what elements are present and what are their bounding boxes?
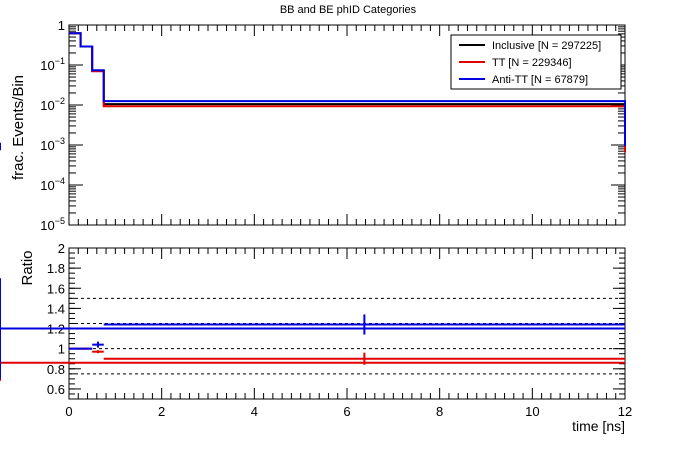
y-tick-label: 10−1 [40,56,65,73]
ratio-y-tick-label: 1.8 [47,261,65,276]
y-tick-label: 1 [58,18,65,33]
x-tick-label: 2 [158,404,165,419]
y-tick-exponent: −4 [55,176,65,186]
legend-entry-inclusive: Inclusive [N = 297225] [492,40,601,52]
x-axis-label: time [ns] [572,418,625,434]
y-tick-exponent: −2 [55,96,65,106]
x-tick-label: 12 [618,404,632,419]
ratio-plot-series [0,278,625,381]
ratio-plot: 0.60.811.21.41.61.820 2 4 6 8 10 12 Ratio time… [0,241,632,434]
y-tick-label: 10−2 [40,96,65,113]
ratio-y-tick-label: 2 [58,241,65,256]
legend-entry-anti-tt: Anti-TT [N = 67879] [492,74,588,86]
ratio-plot-y-axis-label: Ratio [19,250,36,285]
y-tick-exponent: −3 [55,136,65,146]
y-tick-label: 10−4 [40,176,65,193]
ratio-y-tick-label: 0.8 [47,362,65,377]
x-tick-label: 6 [343,404,350,419]
ratio-y-tick-label: 1 [58,342,65,357]
y-tick-label: 10−3 [40,136,65,153]
y-tick-exponent: −1 [55,56,65,66]
x-tick-label: 4 [251,404,258,419]
x-tick-label: 10 [525,404,539,419]
ratio-y-tick-label: 1.4 [47,301,65,316]
x-tick-label: 0 [65,404,72,419]
main-plot-y-axis-label: frac. Events/Bin [10,75,27,180]
legend: Inclusive [N = 297225] TT [N = 229346] A… [451,35,621,89]
x-tick-label: 8 [436,404,443,419]
y-tick-exponent: −5 [55,216,65,226]
y-tick-label: 10−5 [40,216,65,233]
ratio-plot-ticks: 0.60.811.21.41.61.820 2 4 6 8 10 12 [47,241,632,419]
legend-entry-tt: TT [N = 229346] [492,57,572,69]
ratio-y-tick-label: 0.6 [47,382,65,397]
chart-title: BB and BE phID Categories [280,4,417,16]
ratio-y-tick-label: 1.6 [47,281,65,296]
